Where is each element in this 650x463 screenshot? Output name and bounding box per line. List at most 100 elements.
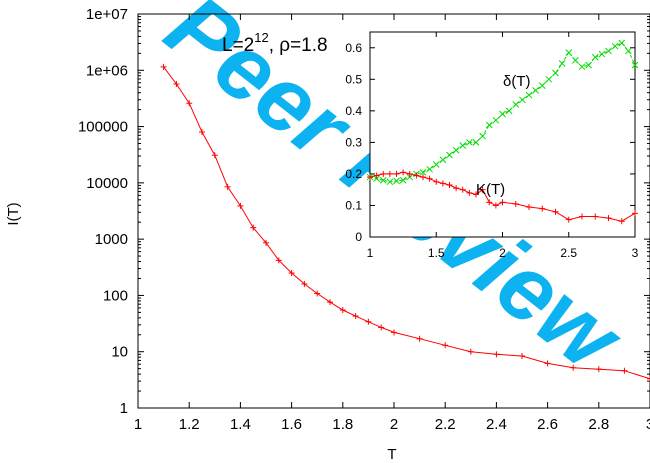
inset-data-point [466,189,473,196]
inset-data-point [598,50,606,58]
main-y-tick-label: 1e+07 [86,6,128,23]
inset-y-tick-label: 0.5 [345,72,362,86]
inset-data-point [572,57,579,64]
main-data-point [416,335,423,342]
main-y-tick-label: 100000 [78,119,128,136]
inset-data-point [505,107,513,115]
inset-y-tick-label: 0.3 [345,135,362,149]
inset-plot-frame [369,31,636,238]
inset-data-point [611,42,619,50]
main-x-tick-label: 2.2 [435,416,456,433]
inset-data-point [393,170,400,177]
inset-y-tick-label: 0.2 [345,167,362,181]
inset-y-ticks: 0 0.1 0.2 0.3 0.4 0.5 0.6 [345,41,635,244]
inset-data-point [452,146,460,154]
inset-data-point [532,86,539,94]
inset-data-point [439,156,447,164]
main-data-point [211,152,218,159]
inset-series-label-delta: δ(T) [503,73,531,90]
main-y-tick-label: 10000 [86,175,128,192]
inset-data-point [499,110,506,118]
main-data-point [621,367,628,374]
main-y-axis-label: I(T) [5,202,22,225]
inset-data-point [545,75,553,83]
main-data-point [173,81,180,88]
inset-data-point [432,161,440,168]
inset-data-point [591,53,599,61]
main-x-tick-label: 1.8 [332,416,353,433]
main-x-tick-label: 3 [646,416,650,433]
inset-y-tick-label: 0.1 [345,198,362,212]
main-data-point [467,348,474,355]
inset-data-point [453,185,460,192]
inset-data-point [393,177,400,185]
inset-data-point [426,165,433,173]
main-x-tick-label: 1.4 [230,416,251,433]
inset-data-point [379,176,387,184]
inset-data-point [525,91,533,99]
inset-data-point [446,181,453,188]
inset-data-point [367,174,373,181]
main-chart: 11.21.41.61.822.22.42.62.83 110100100010… [5,6,650,463]
main-data-point [365,318,372,325]
main-annotation: L=212, ρ=1.8 [222,30,328,56]
main-data-point [391,329,397,336]
inset-data-point [512,200,519,207]
main-data-point [288,270,295,277]
inset-data-point [386,170,393,177]
main-x-ticks: 1 1.2 1.4 1.6 1.8 2 2.2 2.4 2.6 2.8 3 [134,14,650,433]
inset-data-point [485,121,493,129]
inset-data-point [492,202,499,209]
inset-data-point [605,47,612,55]
inset-data-point [585,61,592,69]
main-data-point [352,313,359,320]
main-data-point [186,100,193,107]
inset-data-point [419,168,427,176]
main-data-point [544,360,551,367]
inset-data-point [552,69,559,77]
main-data-point [275,257,282,264]
main-data-point [519,352,525,359]
inset-data-point [420,174,426,181]
inset-data-point [373,175,380,183]
inset-x-tick-label: 1.5 [428,246,445,260]
main-x-tick-label: 2.4 [486,416,507,433]
inset-data-point [565,49,573,56]
inset-data-point [512,101,520,108]
inset-data-point [519,96,526,104]
main-data-point [224,183,231,190]
inset-chart: 1 1.5 2 2.5 3 0 0.1 0.2 0.3 0.4 0.5 0.6 δ(T) K(T) [345,31,639,260]
inset-data-point [373,172,380,179]
inset-y-tick-label: 0.4 [345,104,362,118]
main-y-tick-label: 1 [120,400,128,417]
inset-data-point [605,215,612,222]
inset-data-point [386,178,394,186]
main-y-tick-label: 100 [103,287,128,304]
main-data-point [327,299,333,306]
main-x-tick-label: 2.6 [537,416,558,433]
inset-data-point [578,63,586,71]
inset-data-point [552,208,559,215]
inset-data-point [579,213,585,220]
main-x-tick-label: 1 [134,416,142,433]
main-data-point [339,307,346,314]
inset-data-point [539,205,546,212]
main-data-point [570,364,577,371]
inset-data-point [399,176,407,184]
main-y-tick-label: 1e+06 [86,62,128,79]
inset-data-point [526,204,532,211]
inset-data-point [479,186,486,193]
inset-data-point [538,82,546,89]
inset-data-point [592,213,599,220]
main-y-tick-label: 1000 [95,231,128,248]
inset-data-point [632,210,638,217]
main-x-tick-label: 2.8 [588,416,609,433]
inset-x-tick-label: 1 [367,246,374,260]
main-x-tick-label: 1.2 [179,416,200,433]
inset-x-ticks: 1 1.5 2 2.5 3 [367,32,639,260]
main-x-tick-label: 1.6 [281,416,302,433]
inset-data-point [406,170,413,177]
inset-data-point [406,173,414,181]
inset-data-point [618,218,625,225]
